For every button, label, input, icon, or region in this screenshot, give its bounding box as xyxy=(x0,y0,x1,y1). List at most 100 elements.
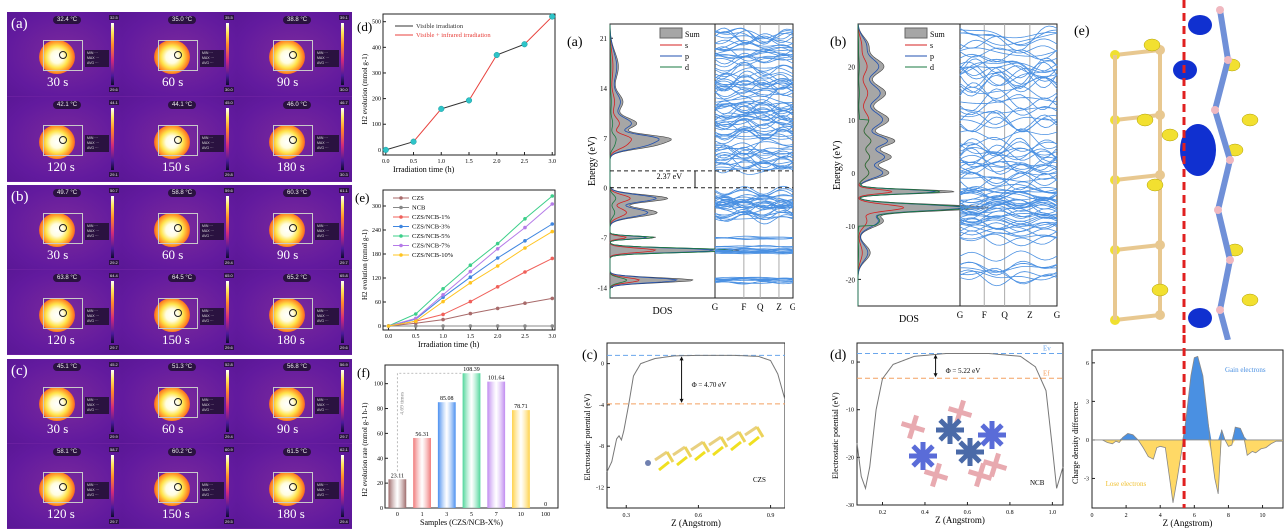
bond xyxy=(719,436,729,448)
bond xyxy=(989,464,998,478)
bond xyxy=(658,460,670,472)
time-label: 60 s xyxy=(162,421,184,436)
roi-stats: MIN ··· MAX ··· AVG ··· xyxy=(315,397,339,414)
scale-max: 56.9 xyxy=(339,362,349,367)
band-line xyxy=(959,111,1058,132)
band-line xyxy=(714,201,794,210)
bond xyxy=(977,462,986,476)
y-tick-label: 0 xyxy=(378,324,381,330)
plot-frame xyxy=(609,23,716,299)
scale-max: 59.6 xyxy=(224,188,234,193)
legend-label: Sum xyxy=(685,30,700,39)
data-point xyxy=(550,222,555,226)
data-point xyxy=(438,105,445,112)
roi-stats: MIN ··· MAX ··· AVG ··· xyxy=(85,397,109,414)
chart-charge-density-difference: 6 3 0 -3 0 2 4 6 8 10 Gain electrons Lose electrons… xyxy=(1071,335,1284,528)
band-line xyxy=(714,201,794,208)
x-tick-label: 0.4 xyxy=(921,510,929,516)
k-point-label: F xyxy=(982,310,987,320)
panel-background xyxy=(1060,0,1285,340)
band-line xyxy=(714,277,794,281)
scale-min: 29.4 xyxy=(224,260,234,265)
y-tick-label: 100 xyxy=(372,122,381,128)
scale-max: 32.5 xyxy=(109,15,119,20)
chart-potential-czs: 0 -4 -8 -12 0.3 0.6 0.9 Φ = 4.70 eV Z (Angstrom)… xyxy=(582,342,785,528)
band-line xyxy=(714,46,794,62)
structure-charge-isosurface: (e) xyxy=(1060,0,1285,340)
color-scale-bar xyxy=(226,196,229,258)
time-label: 90 s xyxy=(277,421,299,436)
temperature-readout: 58.8 °C xyxy=(168,189,197,197)
x-tick-label: 0.3 xyxy=(622,513,630,519)
band-line xyxy=(714,76,794,87)
bar xyxy=(487,381,506,508)
y-axis-label: H2 evolution rate (mmol g-1 h-1) xyxy=(361,402,369,497)
temperature-readout: 63.8 °C xyxy=(53,274,82,282)
hotspot xyxy=(154,125,190,159)
legend-label: CZS/NCB-1% xyxy=(412,214,451,221)
legend-label: Sum xyxy=(930,30,945,39)
y-axis-label: Energy (eV) xyxy=(587,136,598,186)
bond xyxy=(948,418,962,432)
band-line xyxy=(714,27,794,45)
panel-letter: (b) xyxy=(830,35,847,50)
data-point xyxy=(468,281,473,285)
x-tick-label: 2.0 xyxy=(494,334,502,340)
panel-letter: (e) xyxy=(1074,24,1090,39)
data-point xyxy=(550,202,555,206)
charge-isosurface-loss xyxy=(1188,308,1212,328)
crosshair-icon xyxy=(59,51,67,59)
thermal-image: 58.1 °C MIN ··· MAX ··· AVG ··· 58.7 29.7 … xyxy=(7,444,122,528)
bond xyxy=(755,426,765,438)
bond xyxy=(907,426,916,440)
legend-label: p xyxy=(685,52,689,61)
roi-box xyxy=(273,298,313,329)
band-line xyxy=(959,201,1058,212)
line-segment xyxy=(441,99,470,110)
color-scale-bar xyxy=(111,196,114,258)
roi-stats: MIN ··· MAX ··· AVG ··· xyxy=(315,308,339,325)
band-line xyxy=(959,110,1058,133)
time-label: 180 s xyxy=(277,332,305,347)
scale-min: 30.0 xyxy=(224,87,234,92)
scale-min: 29.4 xyxy=(224,434,234,439)
bond xyxy=(654,450,668,462)
scale-min: 29.6 xyxy=(109,87,119,92)
band-line xyxy=(714,121,794,133)
bond xyxy=(935,472,949,481)
y-tick-label: -7 xyxy=(601,235,607,243)
atom-b xyxy=(1216,306,1224,314)
scale-min: 29.7 xyxy=(109,519,119,524)
data-point xyxy=(523,217,527,221)
roi-box xyxy=(43,472,83,503)
band-line xyxy=(959,232,1058,240)
scale-min: 30.3 xyxy=(339,172,349,177)
scale-min: 29.1 xyxy=(109,172,119,177)
crosshair-icon xyxy=(174,398,182,406)
bond xyxy=(701,441,711,453)
data-point xyxy=(495,285,500,289)
bond xyxy=(694,450,706,462)
x-tick-label: 0.6 xyxy=(695,513,703,519)
x-axis-label: Z (Angstrom) xyxy=(671,518,721,528)
scale-max: 50.7 xyxy=(109,188,119,193)
bar xyxy=(512,410,530,508)
band-gap-label: 2.37 eV xyxy=(657,172,683,181)
bar xyxy=(388,479,407,508)
k-point-label: Z xyxy=(776,302,782,312)
band-line xyxy=(714,100,794,112)
x-tick-label: 10 xyxy=(1260,513,1266,519)
band-line xyxy=(714,76,794,87)
band-line xyxy=(714,107,794,120)
charge-isosurface-gain xyxy=(1241,293,1259,307)
y-tick-label: 60 xyxy=(377,431,383,437)
line-segment xyxy=(468,54,498,101)
band-line xyxy=(959,39,1058,60)
plot-frame xyxy=(856,342,1064,506)
time-label: 120 s xyxy=(47,506,75,521)
band-line xyxy=(714,151,794,159)
band-line xyxy=(714,64,794,72)
y-tick-label: 20 xyxy=(848,64,856,72)
color-scale-bar xyxy=(226,370,229,432)
band-line xyxy=(959,233,1058,247)
